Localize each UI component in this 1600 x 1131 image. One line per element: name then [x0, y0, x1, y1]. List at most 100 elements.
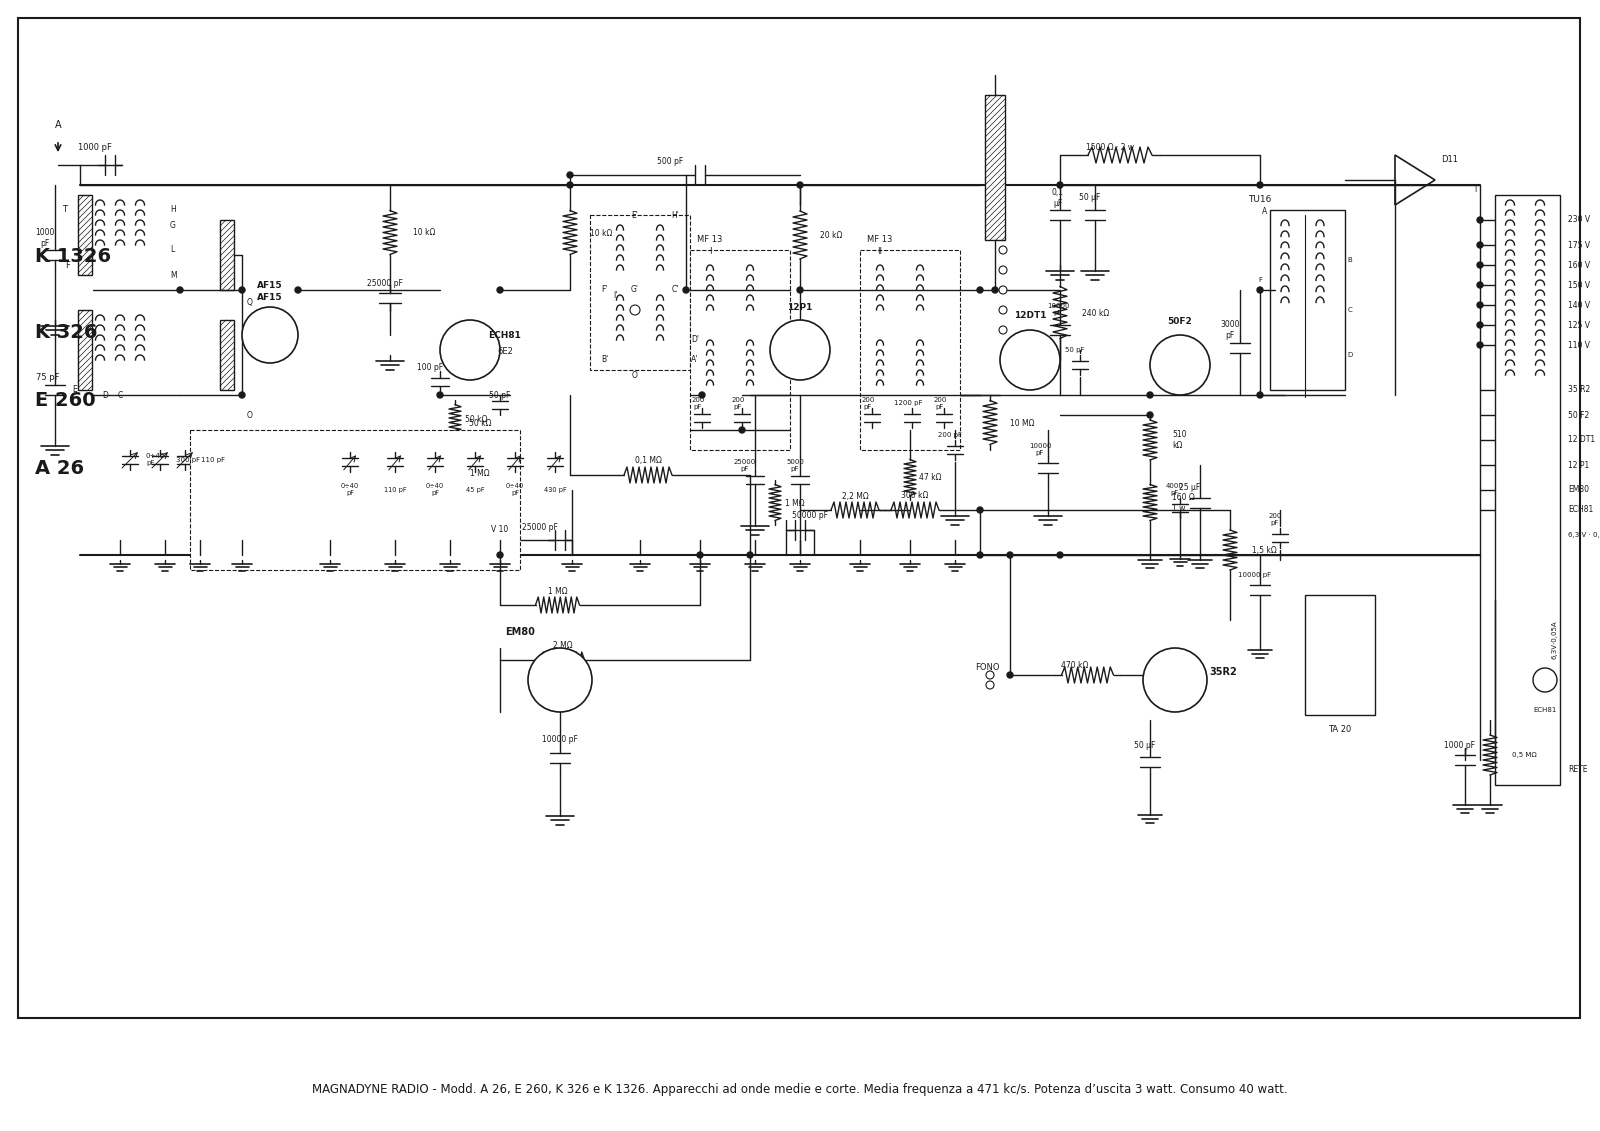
- Circle shape: [294, 287, 301, 293]
- Text: 300 pF: 300 pF: [176, 457, 200, 463]
- Text: 50 kΩ: 50 kΩ: [466, 415, 488, 424]
- Text: 50 μF: 50 μF: [1134, 741, 1155, 750]
- Text: 1 MΩ: 1 MΩ: [786, 499, 805, 508]
- Text: 100 pF: 100 pF: [418, 363, 443, 371]
- Bar: [78, 310, 93, 390]
- Circle shape: [998, 307, 1006, 314]
- Text: 50 pF: 50 pF: [1066, 347, 1085, 353]
- Circle shape: [739, 428, 746, 433]
- Text: 50000 pF: 50000 pF: [792, 510, 829, 519]
- Text: 1 MΩ: 1 MΩ: [470, 468, 490, 477]
- Text: D11: D11: [1442, 155, 1459, 164]
- Text: MF 13: MF 13: [698, 235, 723, 244]
- Text: 50 μF: 50 μF: [1080, 193, 1101, 202]
- Text: C: C: [1347, 307, 1352, 313]
- Text: D: D: [102, 390, 107, 399]
- Text: MAGNADYNE RADIO - Modd. A 26, E 260, K 326 e K 1326. Apparecchi ad onde medie e : MAGNADYNE RADIO - Modd. A 26, E 260, K 3…: [312, 1083, 1288, 1096]
- Circle shape: [770, 320, 830, 380]
- Circle shape: [1058, 552, 1062, 558]
- Text: A': A': [691, 355, 699, 364]
- Circle shape: [1142, 648, 1206, 713]
- Text: E 260: E 260: [35, 391, 96, 411]
- Circle shape: [986, 681, 994, 689]
- Circle shape: [1477, 282, 1483, 288]
- Circle shape: [1000, 330, 1059, 390]
- Text: 25000 pF: 25000 pF: [522, 524, 558, 533]
- Circle shape: [1058, 182, 1062, 188]
- Text: 12DT1: 12DT1: [1014, 311, 1046, 320]
- Text: 110 pF: 110 pF: [384, 487, 406, 493]
- Text: 300 kΩ: 300 kΩ: [901, 492, 928, 501]
- Circle shape: [992, 287, 998, 293]
- Bar: [78, 195, 93, 275]
- Circle shape: [978, 552, 982, 558]
- Bar: [690, 250, 790, 450]
- Text: AF15: AF15: [258, 293, 283, 302]
- Bar: [590, 215, 690, 370]
- Text: 2,2 MΩ: 2,2 MΩ: [842, 492, 869, 501]
- Text: 35 R2: 35 R2: [1568, 386, 1590, 395]
- Text: ECH81: ECH81: [1533, 707, 1557, 713]
- Text: 0÷40
pF: 0÷40 pF: [426, 483, 445, 497]
- Text: 1000
pF: 1000 pF: [35, 228, 54, 248]
- Text: O: O: [246, 411, 253, 420]
- Text: 3000
pF: 3000 pF: [1221, 320, 1240, 339]
- Text: AF15: AF15: [258, 280, 283, 290]
- Bar: [986, 95, 1005, 240]
- Circle shape: [566, 182, 573, 188]
- Circle shape: [998, 266, 1006, 274]
- Text: F: F: [1258, 277, 1262, 283]
- Text: 45 pF: 45 pF: [466, 487, 485, 493]
- Text: T: T: [62, 206, 67, 215]
- Circle shape: [178, 287, 182, 293]
- Bar: [190, 430, 520, 570]
- Text: I: I: [1474, 185, 1477, 195]
- Text: 0÷40
pF: 0÷40 pF: [146, 454, 165, 466]
- Text: 6E2: 6E2: [498, 347, 514, 356]
- Text: E: E: [72, 386, 77, 395]
- Bar: [1306, 595, 1374, 715]
- Text: 10000 pF: 10000 pF: [1238, 572, 1272, 578]
- Text: 50 kΩ: 50 kΩ: [469, 418, 491, 428]
- Text: 140 V: 140 V: [1568, 301, 1590, 310]
- Circle shape: [698, 552, 702, 558]
- Text: 0,1
μF: 0,1 μF: [1053, 188, 1064, 208]
- Text: 6,3V·0,05A: 6,3V·0,05A: [1552, 621, 1558, 659]
- Circle shape: [498, 287, 502, 293]
- Text: 160 Ω
1 w: 160 Ω 1 w: [1171, 493, 1195, 512]
- Circle shape: [1477, 262, 1483, 268]
- Circle shape: [630, 305, 640, 316]
- Text: V 10: V 10: [491, 526, 509, 535]
- Circle shape: [242, 307, 298, 363]
- Text: 150 V: 150 V: [1568, 280, 1590, 290]
- Text: II: II: [877, 248, 883, 257]
- Text: 50 F2: 50 F2: [1568, 411, 1589, 420]
- Text: A 26: A 26: [35, 459, 85, 478]
- Circle shape: [1477, 242, 1483, 248]
- Text: H: H: [170, 206, 176, 215]
- Circle shape: [238, 392, 245, 398]
- Text: G: G: [170, 221, 176, 230]
- Text: 200
pF: 200 pF: [933, 397, 947, 409]
- Circle shape: [797, 287, 803, 293]
- Text: H': H': [670, 210, 678, 219]
- Text: 470 kΩ: 470 kΩ: [1061, 661, 1088, 670]
- Text: A: A: [54, 120, 61, 130]
- Text: M: M: [170, 270, 176, 279]
- Circle shape: [1477, 217, 1483, 223]
- Circle shape: [1150, 335, 1210, 395]
- Text: 500 pF: 500 pF: [658, 157, 683, 166]
- Text: 200
pF: 200 pF: [861, 397, 875, 409]
- Text: FONO: FONO: [976, 664, 1000, 673]
- Text: 10000
pF: 10000 pF: [1046, 303, 1069, 317]
- Text: B': B': [602, 355, 608, 364]
- Circle shape: [1258, 287, 1262, 293]
- Circle shape: [1147, 392, 1154, 398]
- Text: I': I': [613, 291, 618, 300]
- Text: L: L: [170, 245, 174, 254]
- Text: 200
pF: 200 pF: [731, 397, 744, 409]
- Text: 0,1 MΩ: 0,1 MΩ: [635, 457, 661, 466]
- Circle shape: [1147, 412, 1154, 418]
- Text: 10 kΩ: 10 kΩ: [413, 228, 435, 238]
- Circle shape: [699, 392, 706, 398]
